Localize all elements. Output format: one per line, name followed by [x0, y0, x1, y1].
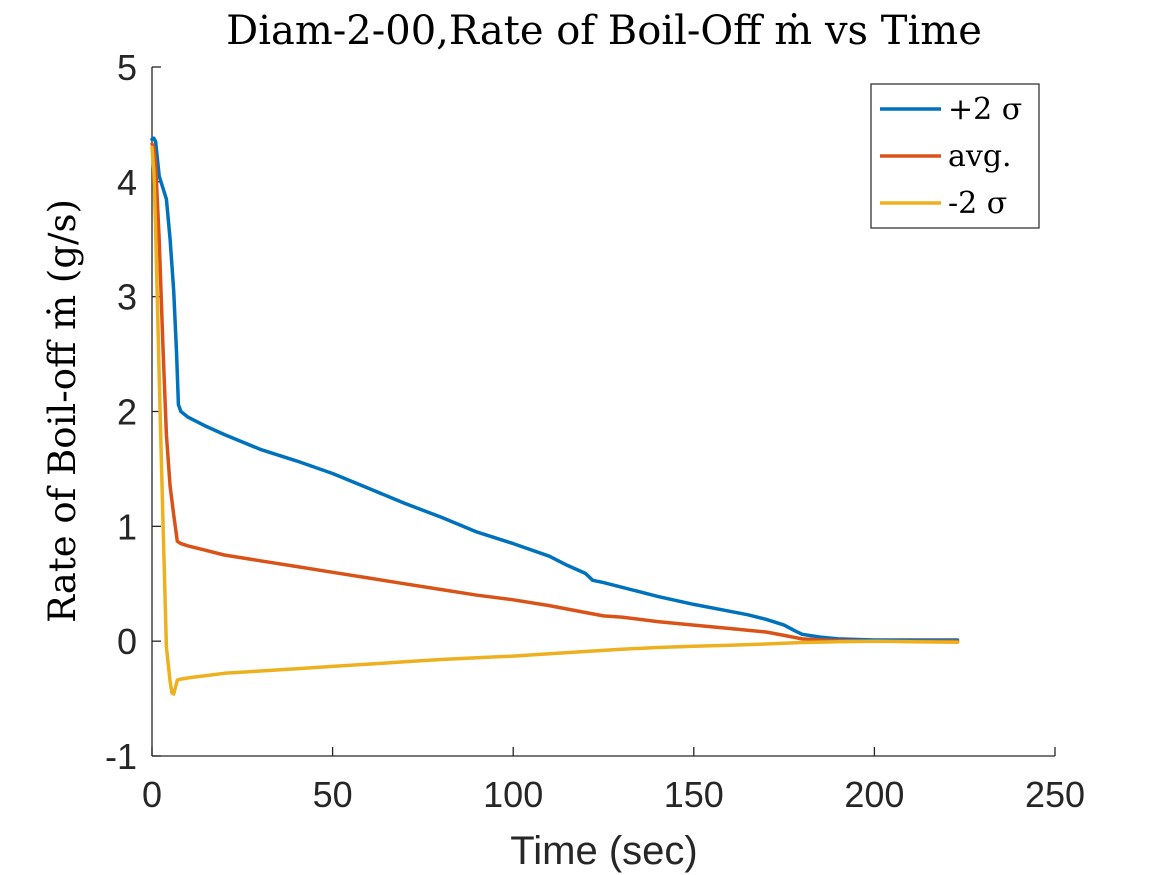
- chart-title: Diam-2-00,Rate of Boil-Off ṁ vs Time: [226, 8, 982, 54]
- legend-label-2: -2 σ: [948, 186, 1007, 221]
- y-tick-label: 1: [117, 506, 137, 547]
- y-tick-label: -1: [105, 736, 137, 777]
- x-tick-label: 150: [664, 774, 724, 815]
- y-tick-label: 5: [117, 47, 137, 88]
- y-tick-label: 2: [117, 392, 137, 433]
- y-tick-label: 3: [117, 277, 137, 318]
- plot-lines: [150, 136, 960, 696]
- x-axis-label: Time (sec): [510, 829, 697, 873]
- x-tick-label: 0: [142, 774, 162, 815]
- legend-label-0: +2 σ: [948, 92, 1022, 127]
- x-tick-label: 100: [483, 774, 543, 815]
- y-axis-label: Rate of Boil-off ṁ (g/s): [41, 199, 84, 623]
- series-line-0: [150, 136, 960, 642]
- legend: +2 σ avg. -2 σ: [870, 83, 1040, 229]
- y-tick-label: 4: [117, 162, 137, 203]
- series-line-2: [150, 145, 960, 696]
- x-tick-label: 250: [1025, 774, 1085, 815]
- x-tick-label: 200: [844, 774, 904, 815]
- x-tick-label: 50: [313, 774, 353, 815]
- legend-label-1: avg.: [948, 139, 1012, 174]
- y-tick-label: 0: [117, 621, 137, 662]
- series-line-1: [150, 142, 960, 643]
